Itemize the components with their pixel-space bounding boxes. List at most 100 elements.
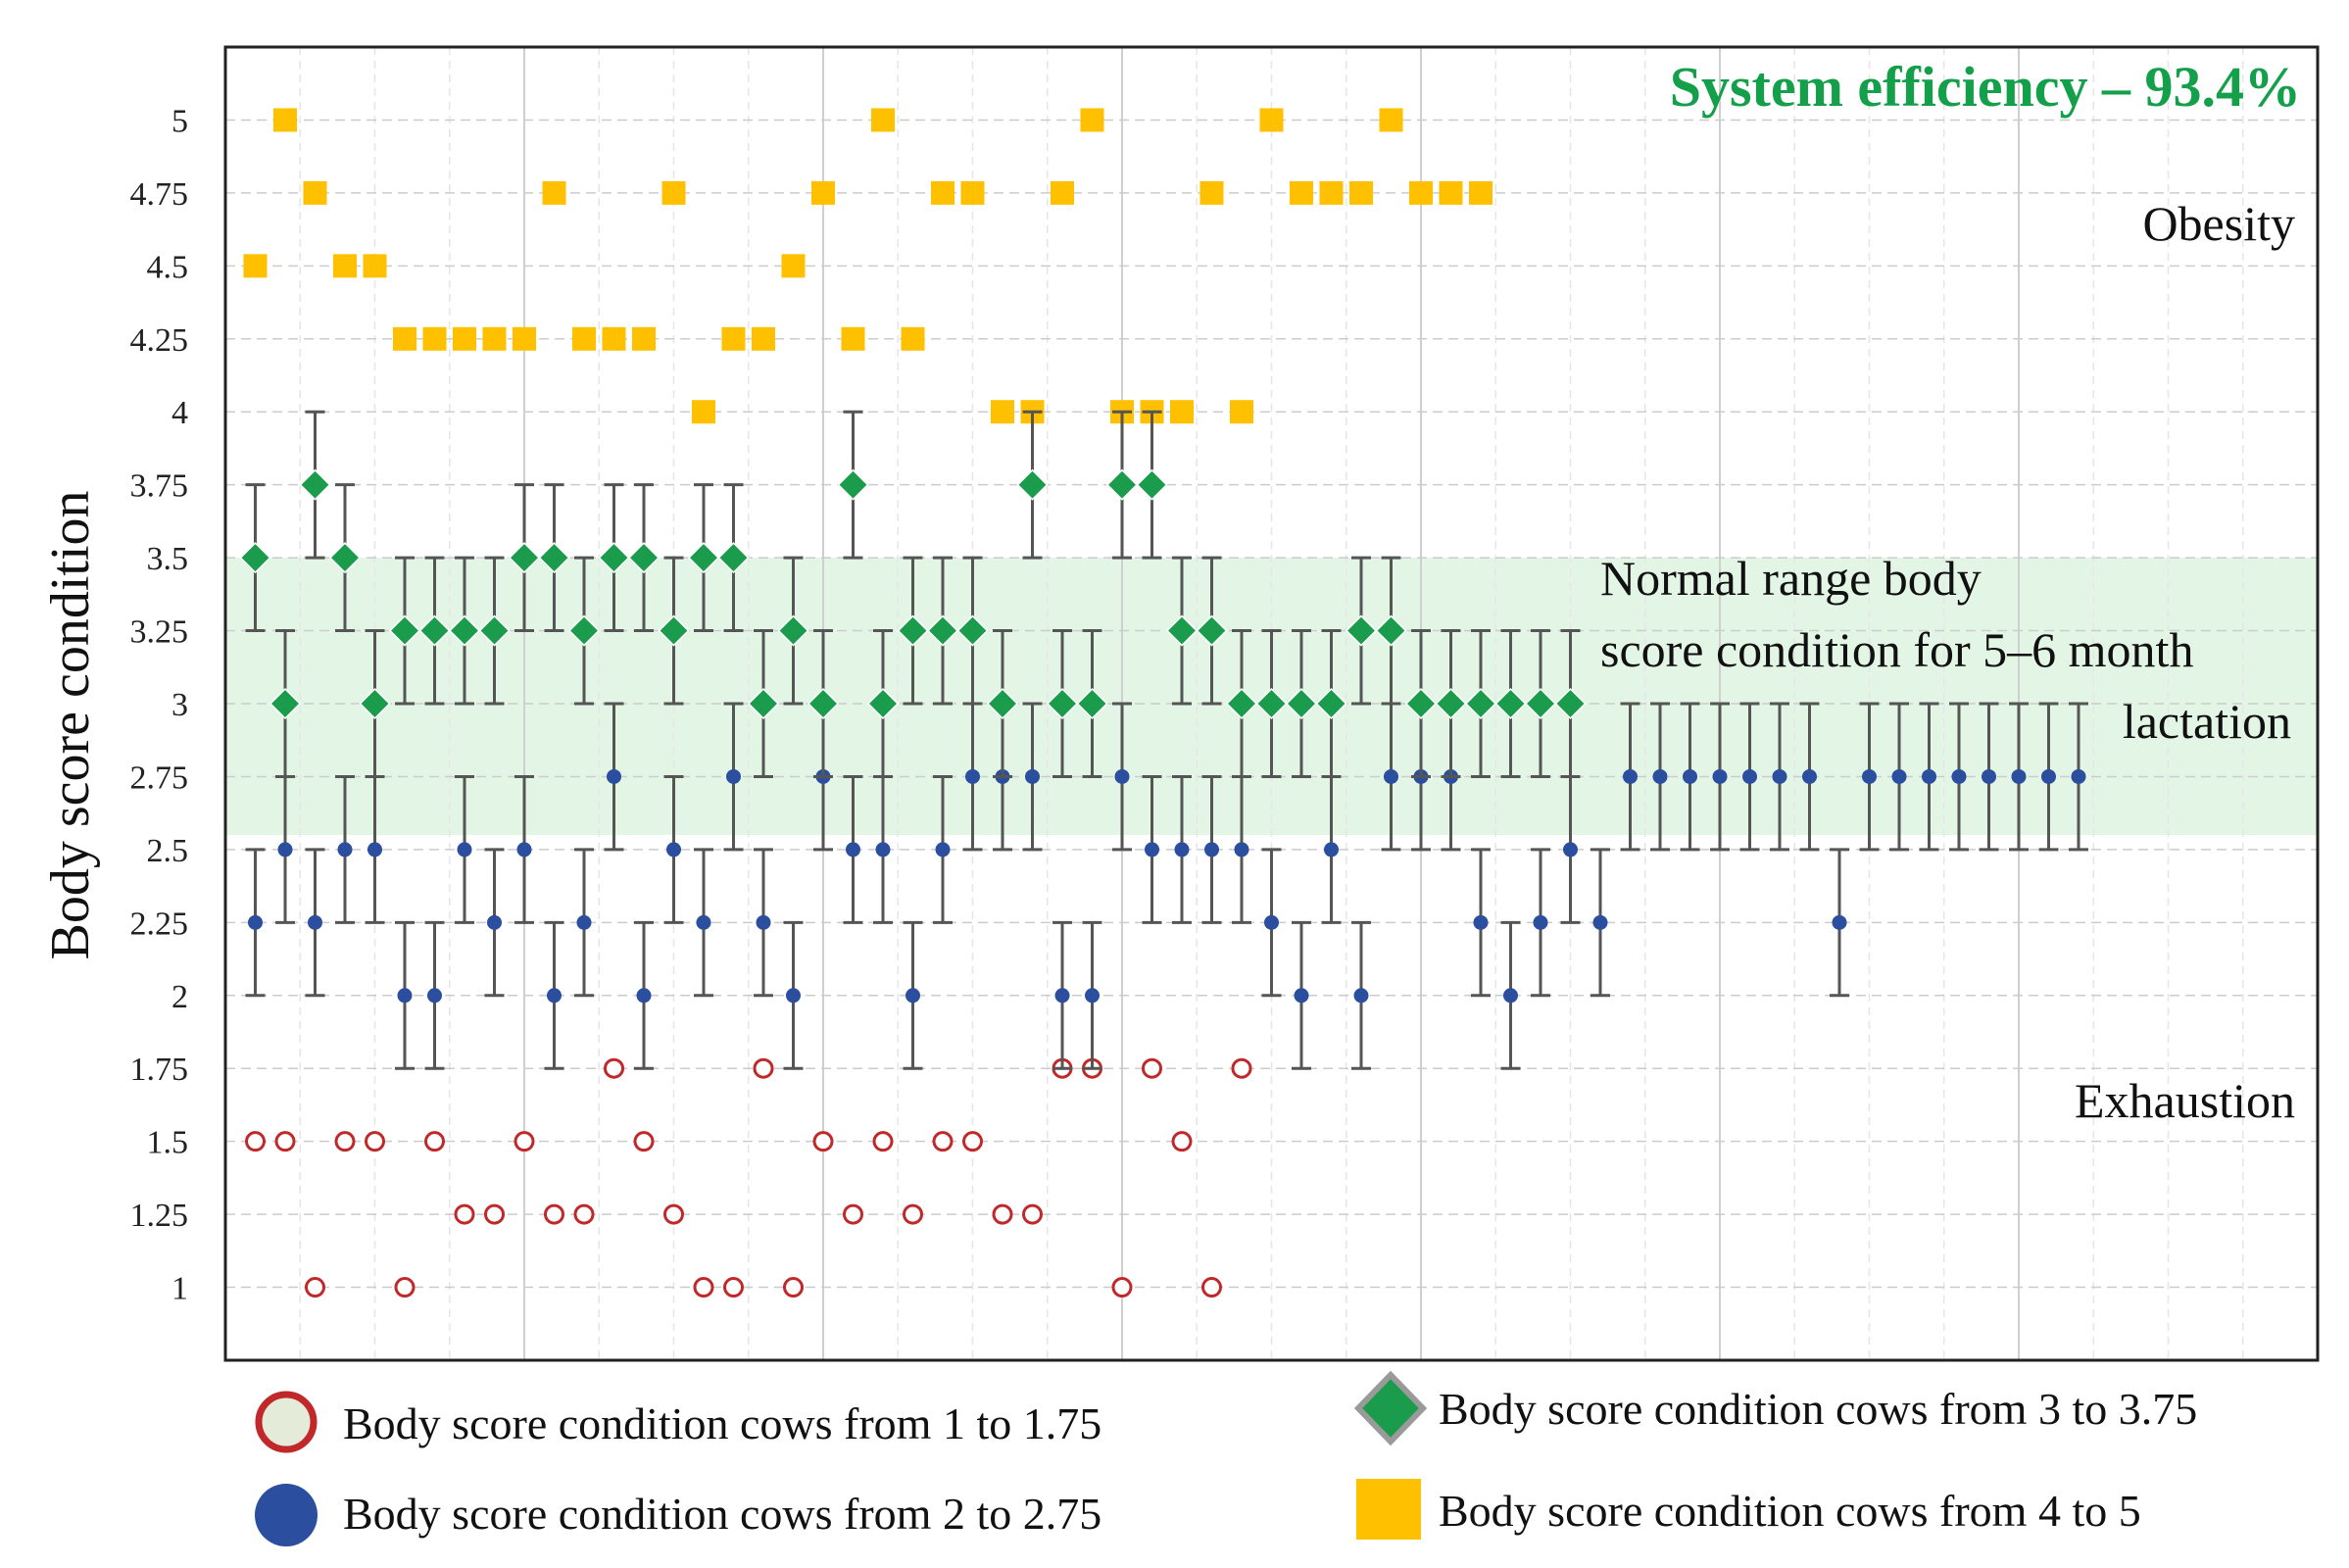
square-point [721,326,746,351]
diamond-point [328,542,362,574]
y-tick-label: 3.5 [147,541,189,577]
filled-circle-point [1802,768,1817,784]
filled-circle-point [1174,842,1190,858]
open-circle-point [604,1057,624,1079]
open-circle-point [962,1131,983,1152]
filled-circle-point [1623,768,1638,784]
square-point [692,400,715,424]
open-circle-point [723,1277,744,1298]
diamond-point [1375,614,1407,647]
open-circle-point [334,1131,356,1152]
filled-circle-point [1204,842,1219,858]
square-point [513,326,536,351]
filled-circle-point [1025,768,1040,784]
filled-circle-point [337,842,353,858]
square-point [1230,400,1253,424]
legend-filled-circle-marker [255,1484,318,1546]
filled-circle-point [666,842,681,858]
diamond-point [747,687,780,720]
filled-circle-point [1592,914,1608,930]
diamond-point [299,468,331,501]
diamond-point [239,542,271,574]
diamond-point [627,542,661,574]
open-circle-point [932,1131,954,1152]
legend-label: Body score condition cows from 1 to 1.75 [343,1398,1101,1448]
y-tick-label: 4 [171,395,188,431]
square-point [1259,108,1284,132]
diamond-point [1255,687,1288,720]
exhaustion-annotation: Exhaustion [2075,1073,2295,1128]
diamond-point [1196,614,1228,647]
filled-circle-point [1862,768,1877,784]
legend-open-circle-marker [255,1391,318,1453]
open-circle-point [1201,1277,1222,1298]
diamond-point [926,614,959,647]
square-point [1349,180,1373,205]
y-axis-ticks: 1 1.25 1.5 1.75 2 2.25 2.5 2.75 3 3.25 3.5 3.75 4 4.2… [130,103,189,1306]
legend-diamond-marker [1353,1370,1428,1446]
open-circle-point [663,1203,684,1225]
open-circle-point [245,1131,266,1152]
filled-circle-point [427,988,442,1004]
diamond-point [598,542,630,574]
filled-circle-point [905,988,920,1004]
filled-circle-point [1264,914,1279,930]
legend-item-4-5: Body score condition cows from 4 to 5 [1356,1479,2141,1540]
square-point [1199,180,1224,205]
y-tick-label: 3 [171,687,188,723]
square-point [1439,180,1463,205]
square-point [273,108,297,132]
legend-item-3-3.75: Body score condition cows from 3 to 3.75 [1353,1370,2197,1446]
square-point [1051,180,1074,205]
square-point [1319,180,1344,205]
obesity-annotation: Obesity [2142,196,2295,251]
filled-circle-point [1324,842,1339,858]
legend-item-2-2.75: Body score condition cows from 2 to 2.75 [255,1484,1101,1546]
diamond-point [538,542,570,574]
y-tick-label: 1 [171,1271,188,1307]
diamond-point [1554,687,1587,720]
filled-circle-point [1533,914,1548,930]
diamond-point [717,542,750,574]
open-circle-point [783,1277,804,1298]
open-circle-point [424,1131,445,1152]
square-point [333,254,357,278]
diamond-point [956,614,989,647]
open-circle-point [1022,1203,1043,1225]
diamond-point [1464,687,1497,720]
diamond-point [1016,468,1049,501]
diamond-point [269,687,302,720]
diamond-point [1165,614,1199,647]
y-axis-label: Body score condition [40,490,101,959]
normal-range-annotation-line3: lactation [2123,694,2291,749]
diamond-point [448,614,481,647]
open-circle-point [1111,1277,1133,1298]
open-circle-point [903,1203,923,1225]
diamond-point [1285,687,1318,720]
diamond-point [388,614,421,647]
filled-circle-point [846,842,860,858]
filled-circle-point [1114,768,1130,784]
diamond-point [986,687,1019,720]
normal-range-annotation-line2: score condition for 5–6 month [1600,622,2193,677]
square-point [542,180,566,205]
square-point [453,326,476,351]
filled-circle-point [1712,768,1728,784]
y-tick-label: 2.5 [147,833,189,869]
square-point [960,180,985,205]
legend-label: Body score condition cows from 3 to 3.75 [1439,1384,2197,1434]
square-point [632,326,656,351]
open-circle-point [454,1203,475,1225]
open-circle-point [1171,1131,1193,1152]
filled-circle-point [1922,768,1936,784]
y-tick-label: 4.5 [147,249,189,285]
square-point [303,180,327,205]
diamond-point [1345,614,1378,647]
legend-square-marker [1356,1479,1421,1540]
open-circle-point [365,1131,385,1152]
square-point [811,180,835,205]
open-circle-point [753,1057,774,1079]
square-point [871,108,895,132]
open-circle-point [305,1277,325,1298]
diamond-point [1524,687,1557,720]
